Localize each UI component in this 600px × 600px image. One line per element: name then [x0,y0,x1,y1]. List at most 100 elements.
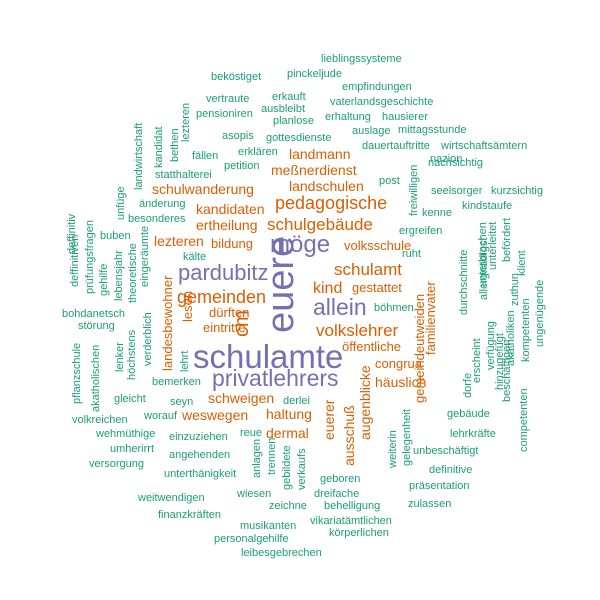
word-wirtschaftsaemtern: wirtschaftsämtern [441,140,528,152]
word-kandidat: kandidat [153,126,165,168]
word-oeffentliche: öffentliche [342,339,402,354]
word-post: post [379,175,400,187]
word-pinckeljude: pinckeljude [287,68,343,80]
word-landmann: landmann [289,146,351,162]
word-dermal: dermal [266,425,309,441]
word-unterthaenigkeit: unterthänigkeit [164,468,237,480]
word-personalgehilfe: personalgehilfe [214,533,289,545]
word-haltung: haltung [266,406,312,422]
word-befoerdert: befördert [501,217,513,262]
word-durchschnitte: durchschnitte [458,249,470,315]
word-landesbewohner: landesbewohner [160,275,175,371]
word-schulgebaeude: schulgebäude [267,215,373,234]
word-kandidaten: kandidaten [196,201,265,217]
word-asopis: asopis [222,130,254,142]
word-schulamt: schulamt [334,260,403,279]
word-schulwanderung: schulwanderung [152,181,254,197]
word-volksschule: volksschule [344,238,412,253]
word-finanzkraeften: finanzkräften [158,509,221,521]
word-volkreichen: volkreichen [72,414,128,426]
word-leibesgebrechen: leibesgebrechen [241,547,322,559]
word-weswegen: weswegen [182,407,249,423]
word-haeuslich: häuslich [375,374,427,390]
word-aenderung: änderung [139,198,186,210]
word-volkslehrer: volkslehrer [316,321,399,340]
word-lenker: lenker [114,342,126,372]
word-derlei: derlei [283,395,310,407]
word-lezteren: lezteren [154,233,204,249]
word-freiwilligen: freiwilligen [408,164,420,216]
word-allein: allein [313,294,367,320]
word-angehenden: angehenden [169,449,231,461]
word-ungenuegende: ungenügende [534,279,546,347]
word-gottesdienste: gottesdienste [266,132,332,144]
word-nachsichtig: nachsichtig [428,157,484,169]
word-vaterlandsgeschichte: vaterlandsgeschichte [330,96,434,108]
word-mittagsstunde: mittagsstunde [398,124,467,136]
word-weiterin: weiterin [387,430,399,468]
word-deffinitiven: deffinitiven [69,234,81,287]
word-hausierer: hausierer [382,111,428,123]
word-verderblich: verderblich [142,312,154,366]
word-seelsorger: seelsorger [431,185,483,197]
word-kompetenten: kompetenten [520,298,532,362]
word-ergreifen: ergreifen [399,225,443,237]
word-ausbleibt: ausbleibt [261,103,306,115]
word-kurzsichtig: kurzsichtig [491,185,543,197]
word-anlagen: anlagen [251,438,263,478]
word-pruefungsfragen: prüfungsfragen [84,220,96,294]
word-privatlehrers: privatlehrers [212,365,339,391]
word-erklaeren: erklären [238,146,278,158]
word-bekoestiget: beköstiget [211,71,262,83]
word-bohdanetsch: bohdanetsch [62,308,125,320]
word-unfuege: unfüge [115,186,127,220]
word-hoechstens: höchstens [126,329,138,380]
word-lebensjahr: lebensjahr [113,250,125,301]
word-kaelte: kälte [183,251,207,263]
word-gestattet: gestattet [352,280,402,295]
word-worauf: worauf [144,410,178,422]
word-erkauft: erkauft [272,91,306,103]
word-planlose: planlose [273,115,314,127]
word-ruht: ruht [402,248,421,260]
word-bemerken: bemerken [152,376,201,388]
word-dauertauftritte: dauertauftritte [362,140,430,152]
word-ausschluss: ausschuß [341,405,357,466]
word-gebaeude: gebäude [447,408,490,420]
word-eingeraeumte: eingeräumte [139,225,151,287]
word-gebildete: gebildete [281,445,293,490]
word-unbeschaeftigt: unbeschäftigt [413,445,479,457]
word-faellen: fällen [192,150,219,162]
word-statthalterei: statthalterei [155,169,212,181]
word-landschulen: landschulen [289,178,364,194]
word-lieblingssysteme: lieblingssysteme [321,53,402,65]
word-augenblicke: augenblicke [357,365,373,440]
word-zulassen: zulassen [408,498,452,510]
word-pensioniren: pensioniren [196,108,253,120]
word-landwirtschaft: landwirtschaft [133,122,145,190]
word-wehmuethige: wehmüthige [96,428,156,440]
word-umherirrt: umherirrt [110,443,155,455]
word-trennen: trennen [266,437,278,475]
word-geboren: geboren [320,473,361,485]
word-euerer: euerer [321,399,337,440]
word-kenne: kenne [422,207,452,219]
word-akatholiken: akatholiken [505,310,517,366]
word-besonderes: besonderes [128,213,186,225]
word-vikariataemtlichen: vikariatämtlichen [310,515,392,527]
word-theoretische: theoretische [127,243,139,303]
word-nazion: nazion [430,153,463,165]
word-akatholischen: akatholischen [90,344,102,412]
word-petition: petition [224,160,260,172]
word-dorfe: dorfe [462,372,474,398]
word-einzuziehen: einzuziehen [169,431,228,443]
word-lehrkraefte: lehrkräfte [450,428,496,440]
word-weitwendigen: weitwendigen [138,492,205,504]
word-gehilfe: gehilfe [98,263,110,296]
word-moege: möge [270,231,331,258]
word-stoerung: störung [78,320,115,332]
word-congrua: congrua [375,356,422,371]
word-vertraute: vertraute [206,93,250,105]
word-verkaufs: verkaufs [296,448,308,490]
word-eintritte: eintritte [203,320,246,335]
